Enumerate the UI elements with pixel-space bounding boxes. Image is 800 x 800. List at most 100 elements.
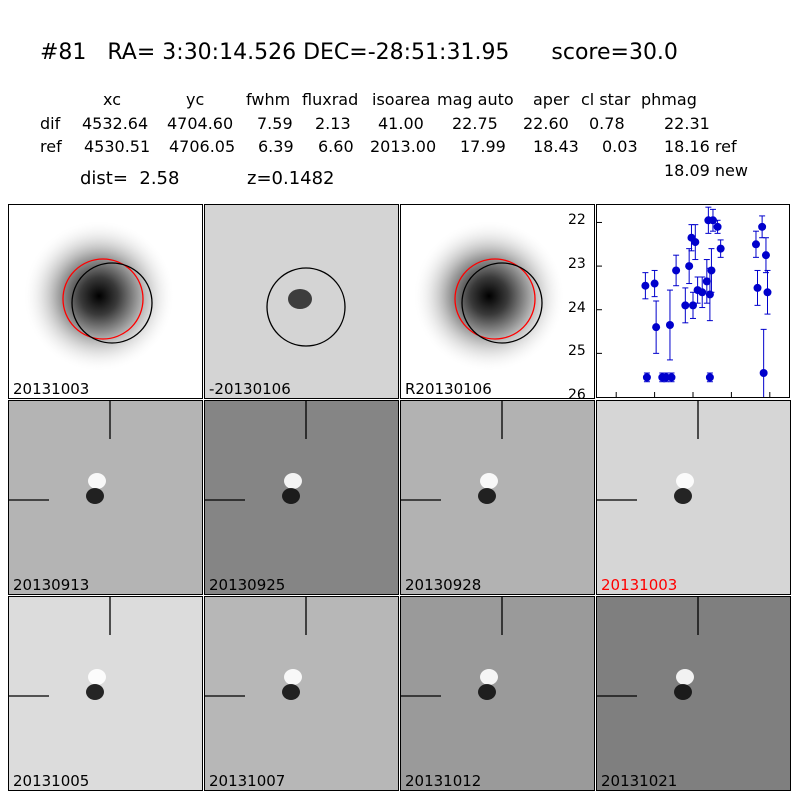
y-tick-label: 26 — [568, 387, 586, 403]
data-point — [642, 373, 651, 382]
data-point — [758, 222, 767, 231]
page-title: #81 RA= 3:30:14.526 DEC=-28:51:31.95 sco… — [40, 40, 678, 65]
stamp-image — [401, 401, 594, 594]
row-label: dif — [40, 114, 61, 133]
data-point — [705, 373, 714, 382]
panel-label: 20131012 — [405, 772, 482, 790]
cell-phmag: 22.31 — [664, 114, 710, 133]
data-point — [707, 266, 716, 275]
panel-label: R20130106 — [405, 380, 492, 398]
data-point — [759, 369, 768, 377]
difference-stamp: 20131021 — [596, 596, 791, 791]
cell-xc: 4530.51 — [84, 137, 151, 156]
cutout-new-image: 20131003 — [8, 204, 203, 399]
red-circle — [454, 258, 536, 340]
panel-label: 20131005 — [13, 772, 90, 790]
panel-label: 20130928 — [405, 576, 482, 594]
col-fluxrad: fluxrad — [302, 90, 359, 109]
panel-label: 20131003 — [601, 576, 678, 594]
cell-yc: 4704.60 — [167, 114, 234, 133]
residual-blob — [288, 289, 312, 309]
negative-residual — [674, 488, 692, 504]
negative-residual — [86, 684, 104, 700]
data-point — [650, 279, 659, 288]
panel-label: 20131007 — [209, 772, 286, 790]
cell-fluxrad: 2.13 — [315, 114, 351, 133]
light-curve-plot — [596, 204, 790, 418]
host-galaxy — [24, 221, 174, 371]
positive-residual — [676, 669, 694, 685]
light-curve-svg — [597, 206, 772, 418]
data-point — [753, 283, 762, 292]
data-point — [641, 281, 650, 290]
cell-fluxrad: 6.60 — [318, 137, 354, 156]
col-fwhm: fwhm — [246, 90, 291, 109]
negative-residual — [282, 488, 300, 504]
data-point — [667, 373, 676, 382]
col-xc: xc — [103, 90, 121, 109]
host-galaxy — [414, 221, 564, 371]
negative-residual — [478, 684, 496, 700]
cutout-difference: -20130106 — [204, 204, 399, 399]
stamp-image — [9, 597, 202, 790]
col-mag-auto: mag auto — [437, 90, 514, 109]
col-phmag: phmag — [641, 90, 697, 109]
data-point — [763, 288, 772, 297]
col-isoarea: isoarea — [372, 90, 431, 109]
data-point — [689, 301, 697, 310]
cell-mag-auto: 22.75 — [452, 114, 498, 133]
red-circle — [62, 258, 144, 340]
difference-stamp: 20131003 — [596, 400, 791, 595]
positive-residual — [88, 473, 106, 489]
black-circle — [266, 267, 346, 347]
data-point — [665, 321, 674, 329]
positive-residual — [284, 473, 302, 489]
positive-residual — [284, 669, 302, 685]
cell-yc: 4706.05 — [169, 137, 236, 156]
positive-residual — [88, 669, 106, 685]
cutout-reference: R20130106 — [400, 204, 595, 399]
panel-label: 20131021 — [601, 772, 678, 790]
difference-stamp: 20131007 — [204, 596, 399, 791]
col-cl-star: cl star — [581, 90, 631, 109]
black-circle — [461, 262, 543, 344]
panel-label: 20131003 — [13, 380, 90, 398]
positive-residual — [480, 669, 498, 685]
dist-value: dist= 2.58 — [80, 168, 180, 189]
panel-label: 20130925 — [209, 576, 286, 594]
stamp-image — [597, 401, 790, 594]
redshift-value: z=0.1482 — [247, 168, 335, 189]
stamp-image — [9, 401, 202, 594]
cell-isoarea: 41.00 — [378, 114, 424, 133]
data-point — [681, 301, 690, 310]
data-point — [761, 251, 770, 260]
y-tick-label: 22 — [568, 212, 586, 229]
data-point — [652, 323, 661, 332]
difference-stamp: 20131012 — [400, 596, 595, 791]
difference-stamp: 20130925 — [204, 400, 399, 595]
positive-residual — [480, 473, 498, 489]
cell-mag-auto: 17.99 — [460, 137, 506, 156]
col-yc: yc — [186, 90, 205, 109]
stamp-image — [597, 597, 790, 790]
data-point — [702, 277, 711, 286]
phmag-new: 18.09 new — [664, 161, 748, 180]
positive-residual — [676, 473, 694, 489]
cell-xc: 4532.64 — [82, 114, 149, 133]
negative-residual — [478, 488, 496, 504]
cell-aper: 22.60 — [523, 114, 569, 133]
y-tick-label: 24 — [568, 299, 586, 316]
difference-stamp: 20130928 — [400, 400, 595, 595]
stamp-image — [401, 597, 594, 790]
black-circle — [71, 262, 153, 344]
cell-aper: 18.43 — [533, 137, 579, 156]
data-point — [698, 288, 707, 297]
cell-fwhm: 6.39 — [258, 137, 294, 156]
difference-stamp: 20131005 — [8, 596, 203, 791]
y-tick-label: 23 — [568, 256, 586, 273]
data-point — [713, 222, 722, 231]
panel-label: -20130106 — [209, 380, 291, 398]
data-point — [751, 240, 760, 249]
negative-residual — [282, 684, 300, 700]
row-label: ref — [40, 137, 62, 156]
